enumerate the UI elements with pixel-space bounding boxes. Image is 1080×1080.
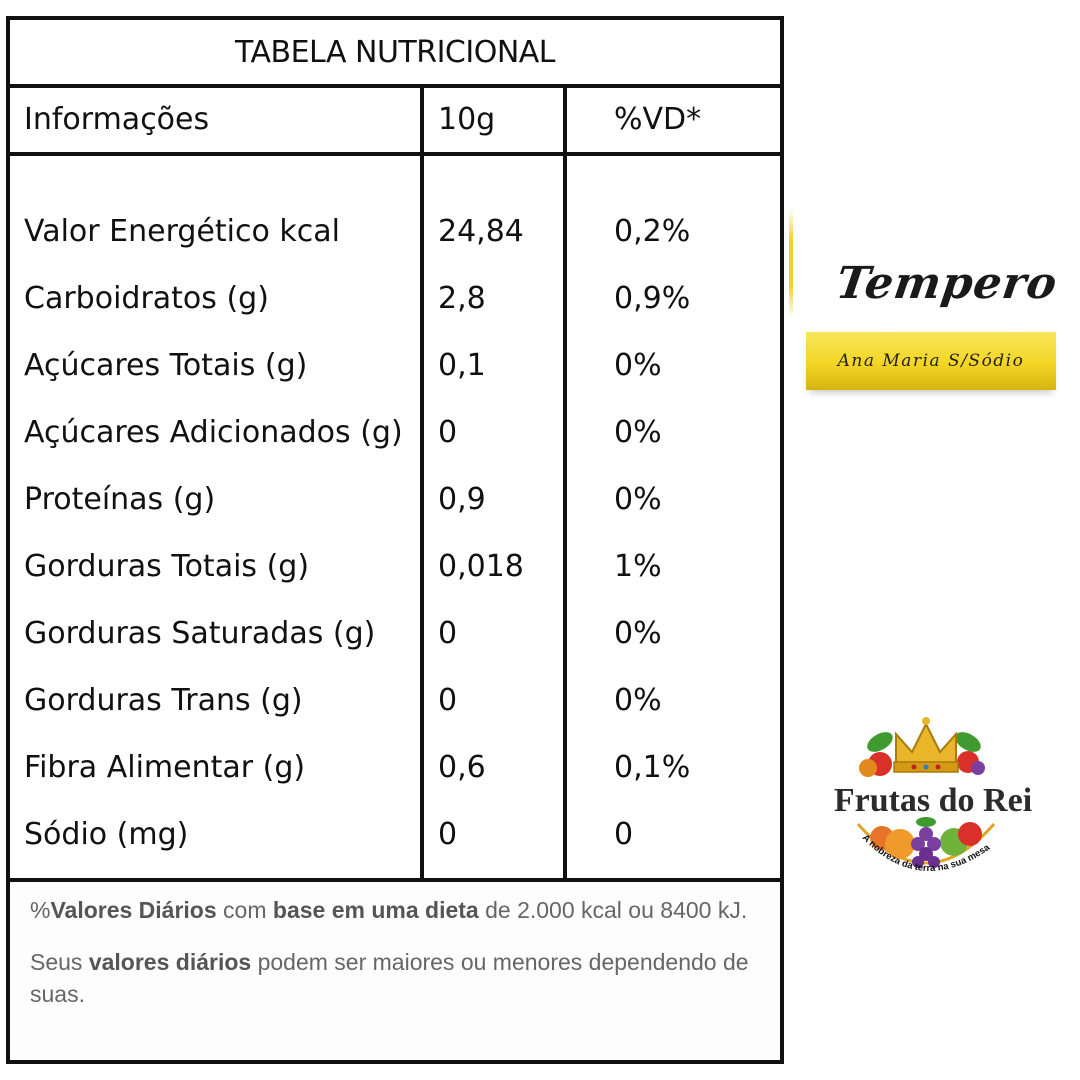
table-footer-notes: %Valores Diários com base em uma dieta d… [10, 878, 780, 1060]
nutrient-vd: 0% [614, 348, 662, 383]
brand-name: Frutas do Rei [833, 782, 1033, 819]
brand-logo: Frutas do Rei A nobreza da terra na sua … [818, 712, 1048, 902]
nutrient-vd: 0,1% [614, 750, 691, 785]
header-vd: %VD* [614, 102, 702, 137]
nutrient-label: Açúcares Totais (g) [24, 348, 308, 383]
product-name: Tempero [833, 258, 1061, 309]
nutrient-amount: 24,84 [438, 214, 524, 249]
brand-slogan: A nobreza da terra na sua mesa [860, 832, 993, 874]
nutrient-vd: 0% [614, 482, 662, 517]
nutrient-amount: 0 [438, 616, 458, 651]
nutrient-amount: 0 [438, 683, 458, 718]
nutrient-label: Gorduras Saturadas (g) [24, 616, 376, 651]
table-row: Gorduras Saturadas (g) 0 0% [10, 614, 780, 681]
table-row: Proteínas (g) 0,9 0% [10, 480, 780, 547]
nutrition-table: TABELA NUTRICIONAL Informações 10g %VD* … [6, 16, 784, 1064]
nutrient-vd: 0% [614, 616, 662, 651]
table-title: TABELA NUTRICIONAL [10, 20, 780, 88]
nutrient-label: Valor Energético kcal [24, 214, 340, 249]
nutrient-vd: 0,2% [614, 214, 691, 249]
nutrient-label: Fibra Alimentar (g) [24, 750, 306, 785]
table-row: Carboidratos (g) 2,8 0,9% [10, 279, 780, 346]
nutrient-label: Carboidratos (g) [24, 281, 269, 316]
nutrient-amount: 0 [438, 415, 458, 450]
table-row: Sódio (mg) 0 0 [10, 815, 780, 882]
nutrient-vd: 0,9% [614, 281, 691, 316]
table-header-row: Informações 10g %VD* [10, 88, 780, 156]
nutrient-amount: 0,1 [438, 348, 486, 383]
table-row: Valor Energético kcal 24,84 0,2% [10, 212, 780, 279]
nutrient-amount: 0,018 [438, 549, 524, 584]
decorative-gold-edge [789, 208, 793, 318]
table-row: Açúcares Adicionados (g) 0 0% [10, 413, 780, 480]
nutrient-label: Sódio (mg) [24, 817, 189, 852]
daily-values-note: %Valores Diários com base em uma dieta d… [30, 897, 748, 923]
brand-slogan-arc: A nobreza da terra na sua mesa [860, 832, 993, 874]
daily-values-disclaimer: Seus valores diários podem ser maiores o… [30, 949, 749, 1007]
column-divider [420, 88, 424, 878]
nutrient-amount: 2,8 [438, 281, 486, 316]
crown-and-fruits-icon [856, 717, 996, 868]
table-row: Gorduras Trans (g) 0 0% [10, 681, 780, 748]
nutrient-vd: 0 [614, 817, 634, 852]
table-row: Açúcares Totais (g) 0,1 0% [10, 346, 780, 413]
nutrient-label: Proteínas (g) [24, 482, 216, 517]
nutrient-vd: 1% [614, 549, 662, 584]
table-row: Gorduras Totais (g) 0,018 1% [10, 547, 780, 614]
product-variant: Ana Maria S/Sódio [837, 351, 1025, 371]
table-row: Fibra Alimentar (g) 0,6 0,1% [10, 748, 780, 815]
svg-text:A nobreza da terra na sua mesa: A nobreza da terra na sua mesa [860, 832, 993, 874]
header-informacoes: Informações [24, 102, 210, 137]
nutrient-vd: 0% [614, 683, 662, 718]
product-variant-banner: Ana Maria S/Sódio [806, 332, 1056, 390]
nutrient-vd: 0% [614, 415, 662, 450]
nutrient-amount: 0,9 [438, 482, 486, 517]
table-body: Valor Energético kcal 24,84 0,2% Carboid… [10, 156, 780, 878]
column-divider [563, 88, 567, 878]
header-portion: 10g [438, 102, 496, 137]
nutrient-amount: 0,6 [438, 750, 486, 785]
nutrient-label: Açúcares Adicionados (g) [24, 415, 403, 450]
nutrient-label: Gorduras Trans (g) [24, 683, 303, 718]
nutrient-label: Gorduras Totais (g) [24, 549, 310, 584]
nutrient-amount: 0 [438, 817, 458, 852]
